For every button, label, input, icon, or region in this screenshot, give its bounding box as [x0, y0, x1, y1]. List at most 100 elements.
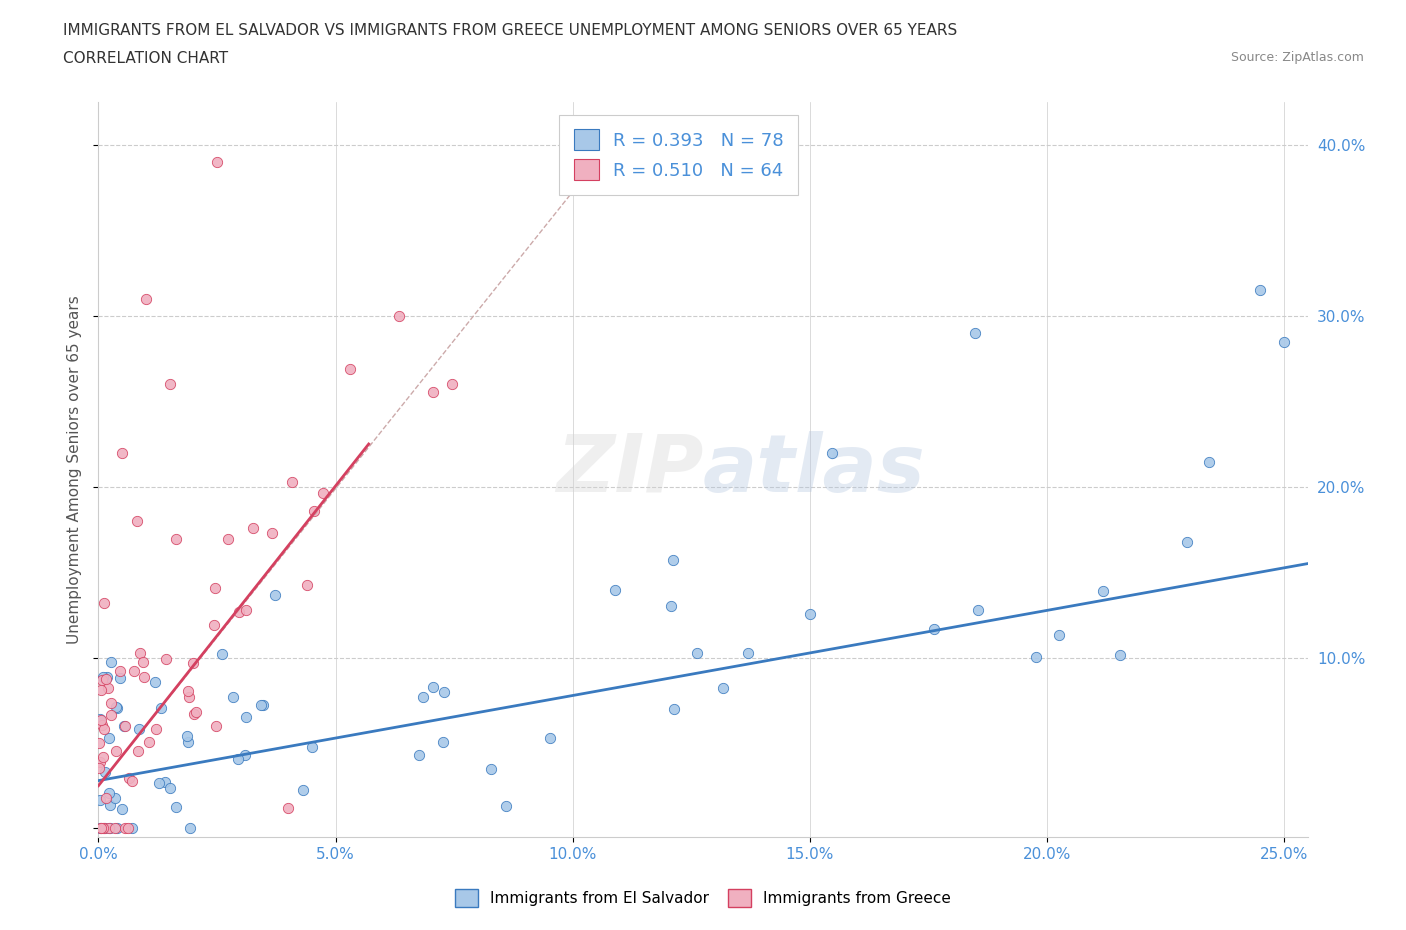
- Point: [91, 750, 114, 764]
- Point: [202, 618, 225, 632]
- Point: [132, 670, 155, 684]
- Point: [177, 735, 200, 750]
- Point: [138, 734, 160, 749]
- Point: [93, 722, 115, 737]
- Point: [412, 689, 434, 704]
- Point: [661, 552, 683, 567]
- Point: [98, 821, 121, 836]
- Point: [235, 710, 257, 724]
- Point: [121, 821, 143, 836]
- Point: [432, 735, 454, 750]
- Point: [179, 821, 201, 836]
- Point: [211, 646, 233, 661]
- Point: [117, 821, 139, 836]
- Point: [89, 821, 111, 836]
- Point: [205, 154, 228, 169]
- Point: [228, 604, 250, 619]
- Point: [204, 580, 226, 595]
- Point: [112, 718, 135, 733]
- Point: [103, 790, 125, 805]
- Point: [118, 770, 141, 785]
- Point: [440, 377, 463, 392]
- Point: [105, 700, 128, 715]
- Point: [148, 776, 170, 790]
- Point: [145, 674, 167, 689]
- Point: [605, 583, 627, 598]
- Point: [94, 821, 117, 836]
- Point: [226, 752, 249, 767]
- Legend: R = 0.393   N = 78, R = 0.510   N = 64: R = 0.393 N = 78, R = 0.510 N = 64: [560, 115, 799, 194]
- Point: [159, 781, 181, 796]
- Point: [233, 748, 256, 763]
- Point: [799, 606, 821, 621]
- Point: [93, 670, 115, 684]
- Point: [495, 799, 517, 814]
- Point: [1109, 647, 1132, 662]
- Point: [183, 707, 205, 722]
- Point: [295, 578, 318, 592]
- Point: [711, 681, 734, 696]
- Point: [165, 531, 187, 546]
- Point: [150, 701, 173, 716]
- Point: [90, 821, 112, 836]
- Point: [114, 821, 136, 836]
- Point: [659, 598, 682, 613]
- Point: [291, 782, 314, 797]
- Point: [128, 722, 150, 737]
- Point: [1198, 455, 1220, 470]
- Point: [93, 821, 115, 836]
- Point: [110, 801, 132, 816]
- Point: [422, 385, 444, 400]
- Point: [100, 708, 122, 723]
- Text: IMMIGRANTS FROM EL SALVADOR VS IMMIGRANTS FROM GREECE UNEMPLOYMENT AMONG SENIORS: IMMIGRANTS FROM EL SALVADOR VS IMMIGRANT…: [63, 23, 957, 38]
- Point: [89, 760, 111, 775]
- Point: [93, 821, 115, 836]
- Text: Source: ZipAtlas.com: Source: ZipAtlas.com: [1230, 51, 1364, 64]
- Point: [221, 690, 243, 705]
- Point: [1047, 628, 1070, 643]
- Point: [159, 377, 181, 392]
- Legend: Immigrants from El Salvador, Immigrants from Greece: Immigrants from El Salvador, Immigrants …: [449, 884, 957, 913]
- Point: [242, 521, 264, 536]
- Point: [127, 513, 149, 528]
- Point: [145, 722, 167, 737]
- Point: [235, 603, 257, 618]
- Point: [127, 743, 149, 758]
- Point: [1025, 649, 1047, 664]
- Point: [433, 684, 456, 699]
- Point: [1091, 584, 1114, 599]
- Point: [963, 326, 986, 340]
- Point: [1175, 534, 1198, 549]
- Point: [250, 698, 273, 712]
- Point: [97, 821, 120, 836]
- Point: [967, 603, 990, 618]
- Point: [98, 797, 121, 812]
- Point: [90, 821, 112, 836]
- Point: [97, 731, 120, 746]
- Point: [114, 719, 136, 734]
- Point: [301, 740, 323, 755]
- Point: [94, 791, 117, 806]
- Point: [89, 711, 111, 726]
- Point: [110, 664, 132, 679]
- Point: [186, 705, 208, 720]
- Point: [408, 748, 430, 763]
- Point: [820, 445, 842, 460]
- Point: [281, 474, 304, 489]
- Point: [153, 775, 176, 790]
- Point: [100, 696, 122, 711]
- Point: [89, 754, 111, 769]
- Point: [422, 680, 444, 695]
- Point: [662, 701, 685, 716]
- Point: [277, 801, 299, 816]
- Point: [685, 645, 707, 660]
- Point: [205, 718, 228, 733]
- Text: CORRELATION CHART: CORRELATION CHART: [63, 51, 228, 66]
- Point: [90, 683, 112, 698]
- Point: [89, 792, 111, 807]
- Point: [90, 712, 112, 727]
- Point: [252, 698, 274, 712]
- Point: [737, 645, 759, 660]
- Point: [93, 595, 115, 610]
- Y-axis label: Unemployment Among Seniors over 65 years: Unemployment Among Seniors over 65 years: [67, 296, 83, 644]
